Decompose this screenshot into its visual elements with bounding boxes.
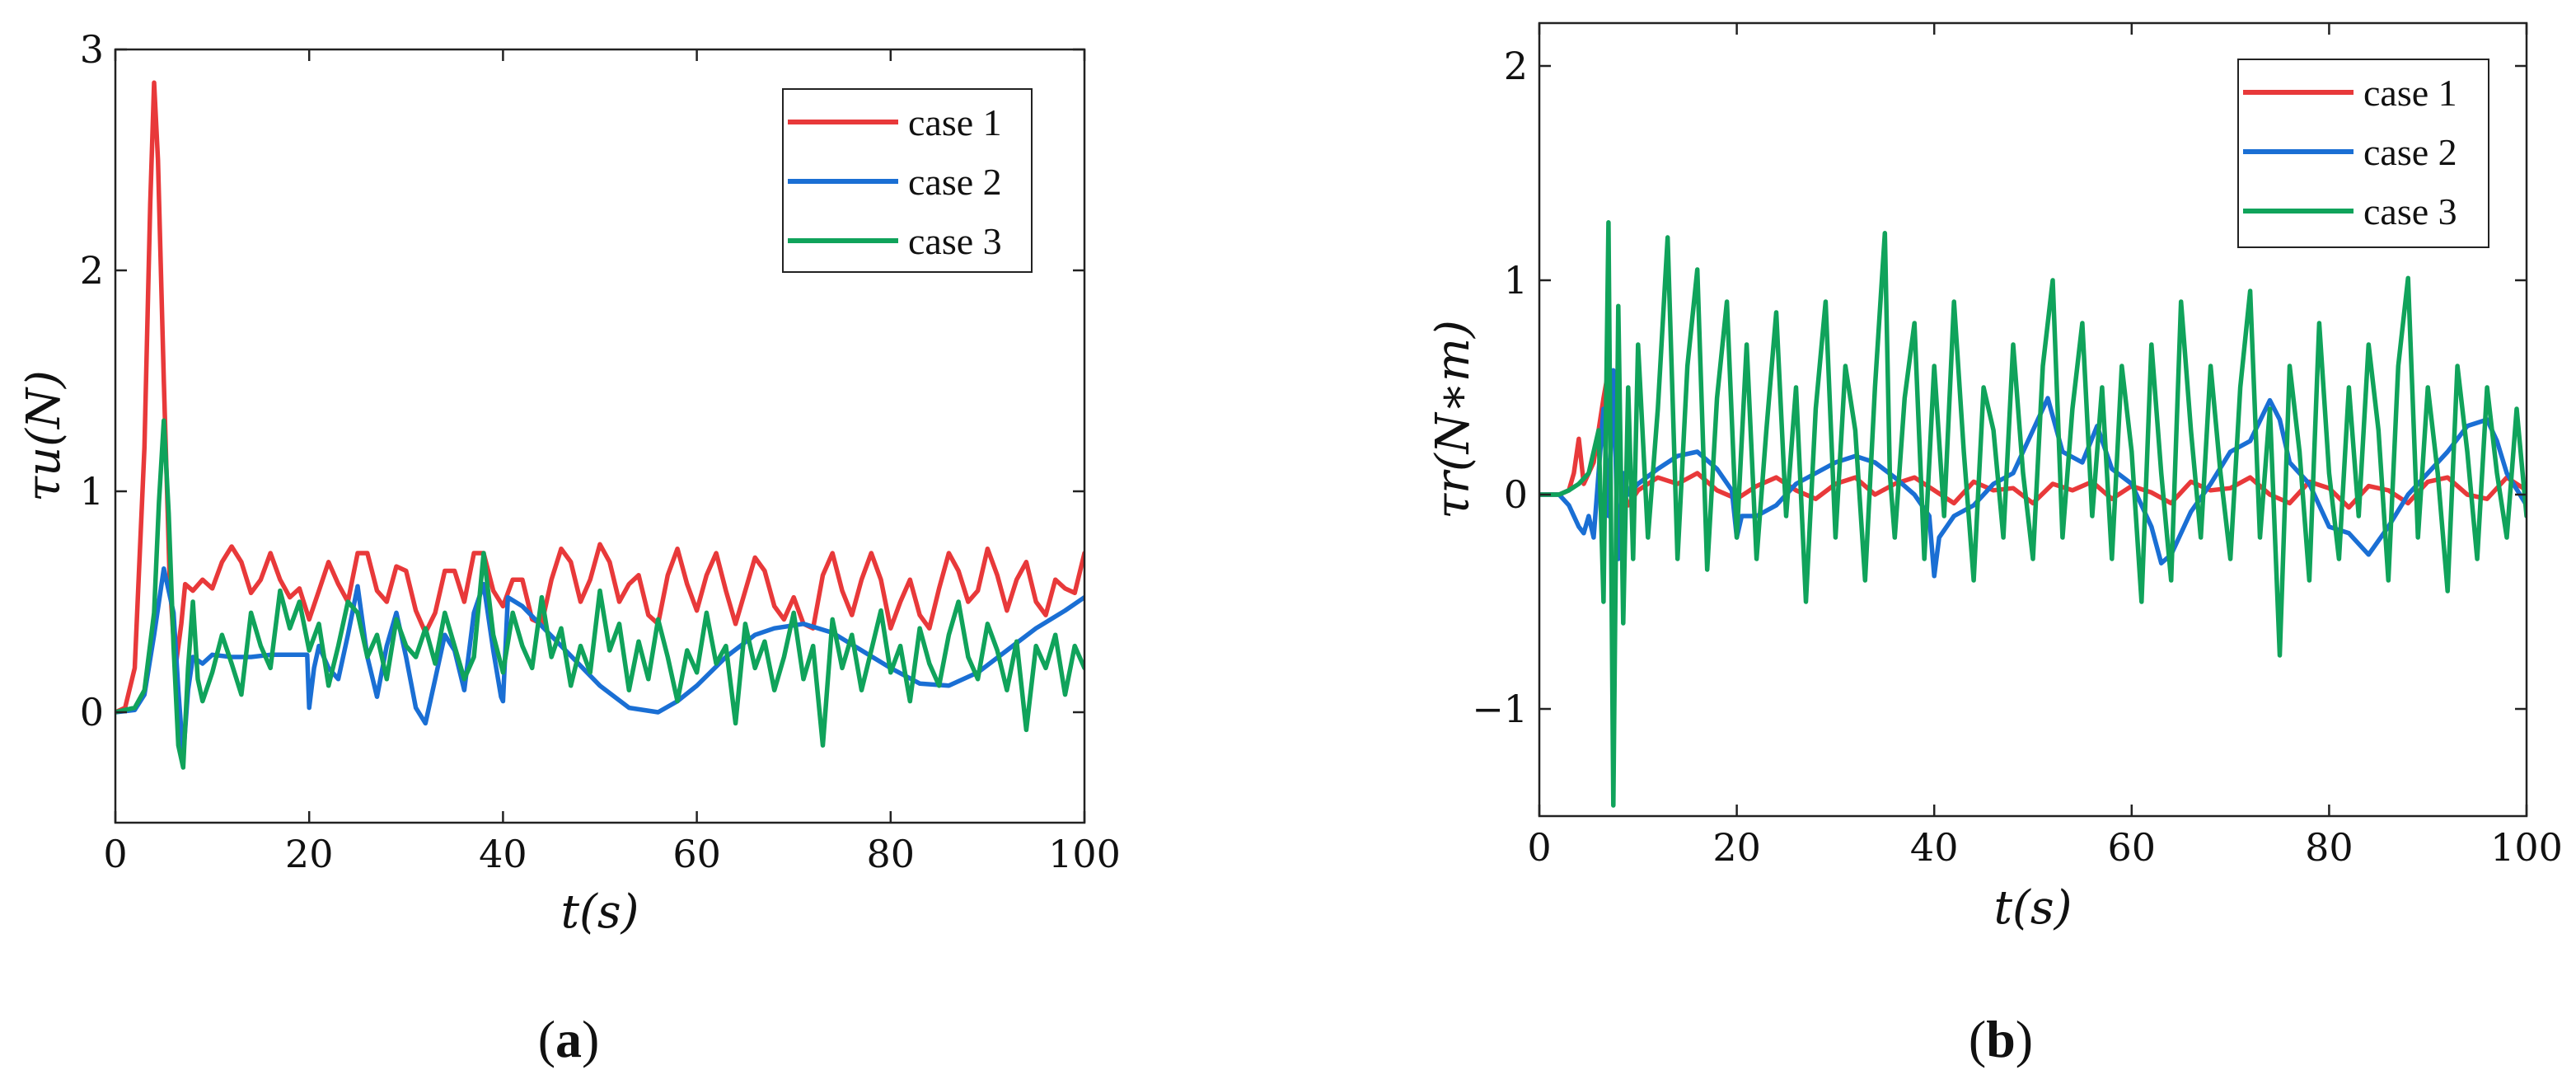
panel-b-legend-label-case-1: case 1 — [2363, 72, 2457, 114]
panel-a-y-tick-label: 3 — [80, 27, 104, 72]
panel-a-series-line-case-1 — [115, 80, 1084, 715]
panel-b-x-tick-label: 40 — [1910, 825, 1959, 870]
panel-b-letter: b — [1986, 1010, 2016, 1068]
panel-b-x-tick-label: 20 — [1712, 825, 1761, 870]
panel-a-y-tick-label: 2 — [80, 248, 104, 293]
panel-a-legend-label-case-3: case 3 — [908, 220, 1002, 262]
panel-a-x-tick-label: 40 — [479, 832, 527, 876]
panel-b-legend-label-case-2: case 2 — [2363, 131, 2457, 173]
panel-a-y-axis-label: τu(N) — [17, 370, 71, 502]
panel-a-legend-label-case-1: case 1 — [908, 101, 1002, 143]
panel-a-y-tick-label: 0 — [80, 690, 104, 734]
panel-b-series-line-case-2 — [1539, 368, 2527, 579]
panel-b-plot-frame — [1538, 21, 2528, 818]
panel-a-legend-label-case-2: case 2 — [908, 161, 1002, 203]
panel-a-label: (a) — [538, 1010, 600, 1068]
panel-a-series-line-case-2 — [115, 566, 1084, 759]
panel-a-x-tick-label: 100 — [1048, 832, 1121, 876]
panel-a-y-tick-label: 1 — [80, 469, 104, 514]
panel-b-x-tick-label: 80 — [2305, 825, 2354, 870]
panel-a-x-tick-label: 60 — [672, 832, 721, 876]
panel-b-x-tick-label: 100 — [2490, 825, 2563, 870]
panel-b-x-axis-label: t(s) — [1994, 881, 2073, 935]
panel-b-label: (b) — [1969, 1010, 2033, 1068]
panel-a-x-tick-label: 80 — [867, 832, 916, 876]
panel-b-chart: 0 20 40 60 80 100 −1 0 1 2 case 1 case 2 case 3 t(s… — [1426, 21, 2563, 1068]
panel-b-y-tick-label: 1 — [1504, 258, 1528, 303]
panel-a-x-axis-label: t(s) — [561, 885, 639, 939]
panel-b-y-tick-label: −1 — [1472, 687, 1528, 731]
panel-b-y-tick-label: 0 — [1504, 472, 1528, 517]
panel-a-chart: 0 20 40 60 80 100 0 1 2 3 case 1 case 2 case 3 t(s)… — [17, 27, 1121, 1068]
panel-b-y-tick-label: 2 — [1504, 44, 1528, 88]
panel-a-plot-frame — [114, 48, 1086, 824]
panel-b-x-tick-label: 60 — [2108, 825, 2157, 870]
panel-a-letter: a — [555, 1010, 582, 1068]
panel-b-legend-label-case-3: case 3 — [2363, 190, 2457, 232]
panel-a-x-tick-label: 20 — [285, 832, 334, 876]
panel-b-y-axis-label: τr(N∗m) — [1426, 320, 1480, 519]
panel-b-series-line-case-3 — [1539, 220, 2527, 808]
panel-a-series-line-case-3 — [115, 418, 1084, 770]
panel-b-x-tick-label: 0 — [1527, 825, 1551, 870]
panel-a-x-tick-label: 0 — [103, 832, 127, 876]
